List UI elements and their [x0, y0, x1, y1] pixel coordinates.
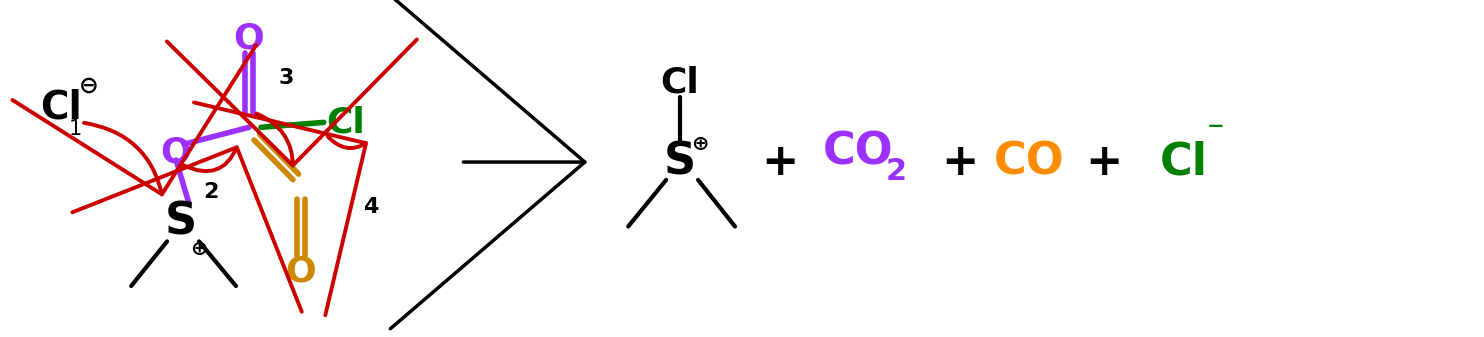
Text: Cl: Cl: [326, 105, 365, 140]
Text: S: S: [663, 141, 696, 184]
Text: Cl: Cl: [40, 89, 82, 126]
Text: 1: 1: [68, 119, 82, 139]
Text: ⊖: ⊖: [79, 74, 99, 98]
Text: 3: 3: [278, 68, 294, 88]
Text: Cl: Cl: [1160, 141, 1208, 184]
Text: O: O: [285, 254, 316, 288]
Text: CO: CO: [822, 131, 893, 174]
Text: 4: 4: [364, 197, 378, 217]
Text: +: +: [941, 141, 978, 184]
Text: ⁻: ⁻: [1206, 116, 1224, 149]
Text: O: O: [233, 21, 264, 55]
Text: S: S: [165, 200, 197, 243]
Text: 2: 2: [203, 182, 218, 202]
Text: 2: 2: [884, 157, 907, 186]
Text: +: +: [1086, 141, 1123, 184]
Text: ⊕: ⊕: [692, 134, 709, 154]
Text: Cl: Cl: [660, 66, 699, 100]
Text: ⊕: ⊕: [190, 239, 208, 259]
Text: O: O: [160, 135, 191, 169]
Text: +: +: [761, 141, 798, 184]
Text: CO: CO: [994, 141, 1066, 184]
